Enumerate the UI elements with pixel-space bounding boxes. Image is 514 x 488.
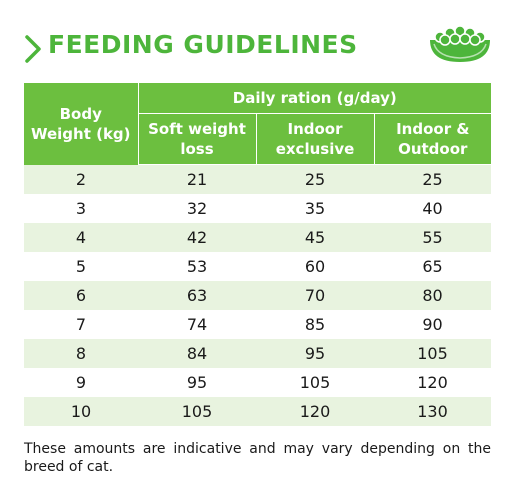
- cell-indoor-exclusive: 45: [256, 223, 374, 252]
- chevron-right-icon: [25, 35, 41, 63]
- cell-indoor-outdoor: 25: [374, 164, 491, 194]
- cell-indoor-exclusive: 70: [256, 281, 374, 310]
- cell-soft-weight-loss: 21: [138, 164, 256, 194]
- cell-indoor-outdoor: 55: [374, 223, 491, 252]
- cell-indoor-exclusive: 95: [256, 339, 374, 368]
- cell-soft-weight-loss: 84: [138, 339, 256, 368]
- cell-soft-weight-loss: 42: [138, 223, 256, 252]
- cell-indoor-outdoor: 105: [374, 339, 491, 368]
- cell-indoor-exclusive: 105: [256, 368, 374, 397]
- cell-indoor-outdoor: 40: [374, 194, 491, 223]
- header-indoor-outdoor: Indoor & Outdoor: [374, 113, 491, 165]
- header-soft-weight-loss: Soft weight loss: [138, 113, 257, 165]
- cell-weight: 5: [24, 252, 138, 281]
- table-row: 2 21 25 25: [24, 164, 491, 194]
- feeding-table: Body Weight (kg) Daily ration (g/day) So…: [24, 83, 491, 426]
- table-row: 4 42 45 55: [24, 223, 491, 252]
- cell-indoor-outdoor: 120: [374, 368, 491, 397]
- cell-indoor-exclusive: 120: [256, 397, 374, 426]
- header-indoor-exclusive: Indoor exclusive: [256, 113, 375, 165]
- table-row: 9 95 105 120: [24, 368, 491, 397]
- page-header: FEEDING GUIDELINES: [22, 25, 492, 72]
- table-row: 3 32 35 40: [24, 194, 491, 223]
- header-body-weight: Body Weight (kg): [24, 83, 139, 165]
- cell-indoor-outdoor: 130: [374, 397, 491, 426]
- table-row: 10 105 120 130: [24, 397, 491, 426]
- cell-indoor-exclusive: 35: [256, 194, 374, 223]
- cell-soft-weight-loss: 53: [138, 252, 256, 281]
- cell-indoor-exclusive: 60: [256, 252, 374, 281]
- table-row: 5 53 60 65: [24, 252, 491, 281]
- table-row: 8 84 95 105: [24, 339, 491, 368]
- cell-indoor-outdoor: 80: [374, 281, 491, 310]
- table-row: 7 74 85 90: [24, 310, 491, 339]
- header-daily-ration: Daily ration (g/day): [138, 83, 491, 114]
- cell-weight: 9: [24, 368, 138, 397]
- cell-soft-weight-loss: 32: [138, 194, 256, 223]
- cell-indoor-outdoor: 65: [374, 252, 491, 281]
- cell-weight: 7: [24, 310, 138, 339]
- food-bowl-icon: [430, 25, 490, 62]
- table-row: 6 63 70 80: [24, 281, 491, 310]
- page-title: FEEDING GUIDELINES: [48, 30, 358, 59]
- footnote: These amounts are indicative and may var…: [24, 441, 491, 475]
- cell-soft-weight-loss: 105: [138, 397, 256, 426]
- cell-soft-weight-loss: 63: [138, 281, 256, 310]
- cell-indoor-exclusive: 85: [256, 310, 374, 339]
- cell-indoor-outdoor: 90: [374, 310, 491, 339]
- cell-weight: 8: [24, 339, 138, 368]
- cell-indoor-exclusive: 25: [256, 164, 374, 194]
- cell-weight: 3: [24, 194, 138, 223]
- cell-weight: 2: [24, 164, 138, 194]
- cell-weight: 10: [24, 397, 138, 426]
- cell-soft-weight-loss: 95: [138, 368, 256, 397]
- cell-weight: 4: [24, 223, 138, 252]
- cell-weight: 6: [24, 281, 138, 310]
- cell-soft-weight-loss: 74: [138, 310, 256, 339]
